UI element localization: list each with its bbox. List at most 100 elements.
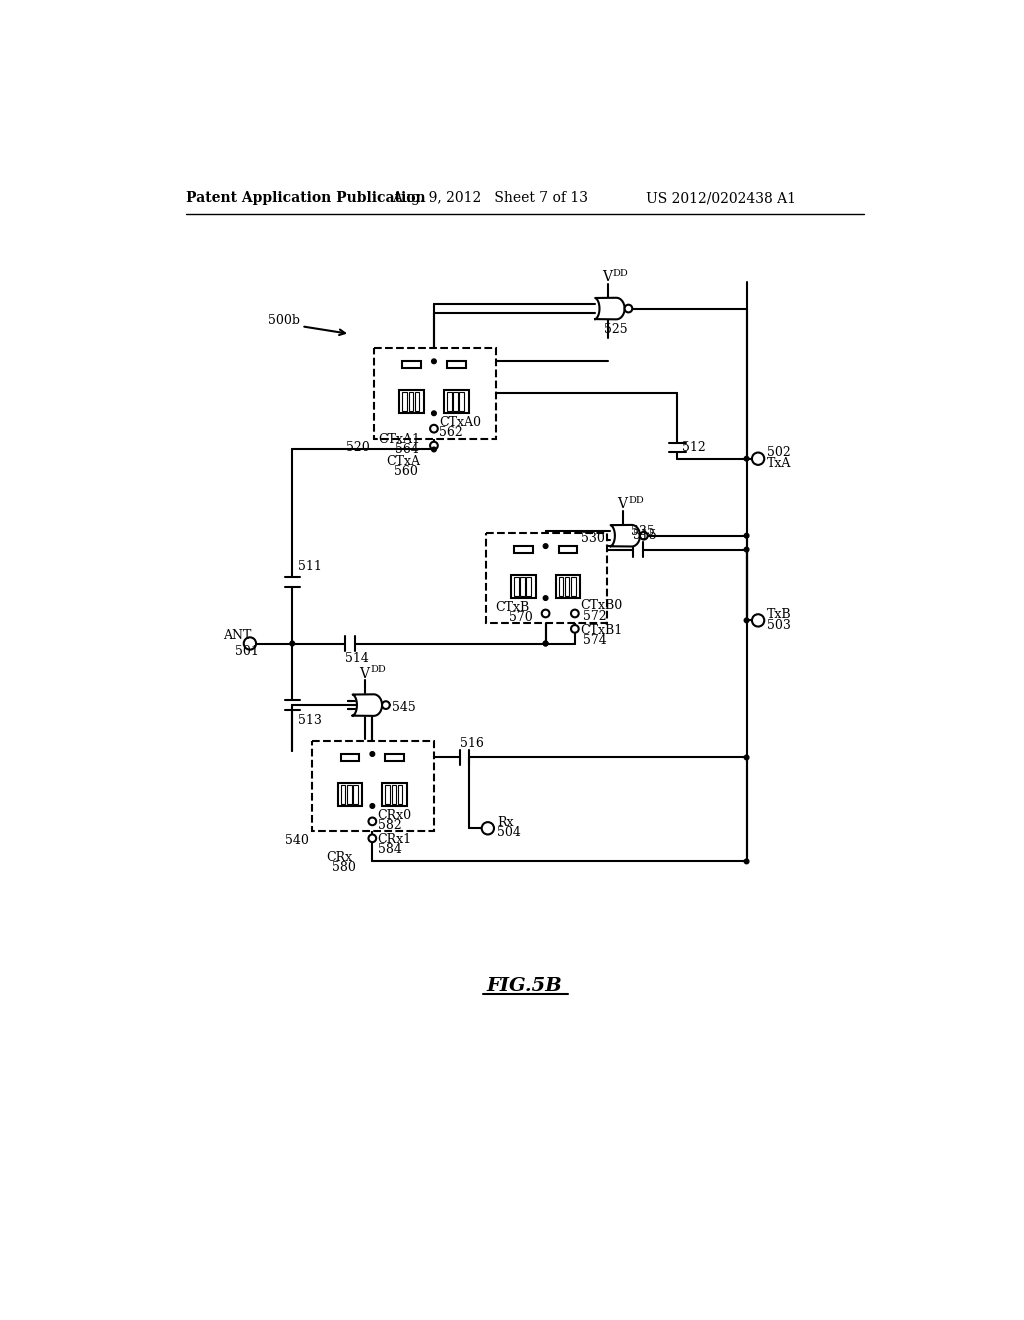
Circle shape [481,822,494,834]
Bar [526,577,531,595]
Circle shape [744,618,749,623]
Text: V: V [602,271,611,284]
Circle shape [752,614,764,627]
Text: 584: 584 [378,843,401,857]
Text: Aug. 9, 2012   Sheet 7 of 13: Aug. 9, 2012 Sheet 7 of 13 [392,191,589,206]
Text: 501: 501 [234,644,258,657]
Text: V: V [359,667,370,681]
Text: CTxA: CTxA [386,454,420,467]
Bar [556,576,581,598]
Text: 530: 530 [581,532,605,545]
Circle shape [244,638,256,649]
Bar [391,785,396,804]
Circle shape [544,595,548,601]
Bar [514,577,518,595]
Bar [447,362,466,368]
Bar [409,392,413,411]
Circle shape [640,532,648,540]
Bar [341,785,345,804]
Text: 562: 562 [439,426,463,440]
Bar [559,577,563,595]
Bar [444,391,469,413]
Text: 570: 570 [509,611,532,624]
Text: TxB: TxB [767,607,792,620]
Text: CRx1: CRx1 [378,833,412,846]
Polygon shape [610,525,640,546]
Text: CRx0: CRx0 [378,809,412,822]
Circle shape [544,642,548,645]
Bar [347,785,351,804]
Circle shape [382,701,390,709]
Circle shape [432,447,436,451]
Bar [565,577,569,595]
Text: 504: 504 [497,826,521,840]
Text: 564: 564 [395,444,419,455]
Circle shape [625,305,632,313]
Text: 574: 574 [583,634,606,647]
Circle shape [744,755,749,760]
Bar [341,754,359,760]
Circle shape [369,817,376,825]
Text: 500b: 500b [267,314,300,326]
Circle shape [542,610,550,618]
Bar [385,785,390,804]
Circle shape [571,610,579,618]
Text: ANT: ANT [223,630,251,643]
Bar [382,783,407,807]
Polygon shape [352,694,382,715]
Circle shape [744,548,749,552]
Text: 545: 545 [392,701,416,714]
Bar [374,348,496,438]
Circle shape [430,442,438,450]
Text: Rx: Rx [497,816,514,829]
Bar [385,754,403,760]
Text: 520: 520 [346,441,370,454]
Text: 516: 516 [460,737,484,750]
Text: 535: 535 [631,525,654,539]
Circle shape [369,834,376,842]
Text: FIG.5B: FIG.5B [487,977,562,995]
Bar [312,741,434,832]
Bar [415,392,419,411]
Text: 514: 514 [345,652,370,665]
Text: 512: 512 [682,441,706,454]
Text: 503: 503 [767,619,792,631]
Circle shape [544,642,548,645]
Bar [520,577,525,595]
Text: CTxB1: CTxB1 [581,624,623,638]
Text: Patent Application Publication: Patent Application Publication [186,191,426,206]
Bar [402,392,407,411]
Text: CTxA1: CTxA1 [379,433,421,446]
Bar [402,362,421,368]
Circle shape [752,453,764,465]
Text: CRx: CRx [326,851,352,865]
Text: DD: DD [628,496,644,504]
Text: 525: 525 [604,323,628,335]
Text: V: V [617,498,627,511]
Circle shape [432,359,436,363]
Text: CTxA0: CTxA0 [439,416,481,429]
Text: 511: 511 [298,560,323,573]
Bar [454,392,458,411]
Bar [460,392,464,411]
Text: DD: DD [612,269,629,277]
Text: 540: 540 [285,834,308,847]
Bar [399,391,424,413]
Circle shape [290,642,295,645]
Text: 582: 582 [378,818,401,832]
Bar [571,577,575,595]
Text: TxA: TxA [767,457,792,470]
Circle shape [744,859,749,863]
Bar [447,392,452,411]
Text: DD: DD [370,665,386,675]
Bar [338,783,362,807]
Circle shape [430,425,438,433]
Text: 560: 560 [394,465,418,478]
Text: 580: 580 [333,861,356,874]
Bar [514,546,532,553]
Circle shape [571,626,579,632]
Text: US 2012/0202438 A1: US 2012/0202438 A1 [646,191,797,206]
Circle shape [370,751,375,756]
Text: CTxB0: CTxB0 [581,599,623,612]
Bar [397,785,402,804]
